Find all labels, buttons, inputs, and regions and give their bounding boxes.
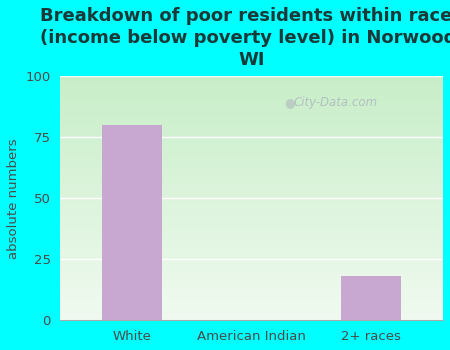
Bar bbox=[102, 125, 162, 320]
Title: Breakdown of poor residents within races
(income below poverty level) in Norwood: Breakdown of poor residents within races… bbox=[40, 7, 450, 69]
Y-axis label: absolute numbers: absolute numbers bbox=[7, 138, 20, 259]
Bar bbox=[342, 276, 401, 320]
Text: City-Data.com: City-Data.com bbox=[294, 96, 378, 109]
Text: ●: ● bbox=[284, 96, 296, 109]
